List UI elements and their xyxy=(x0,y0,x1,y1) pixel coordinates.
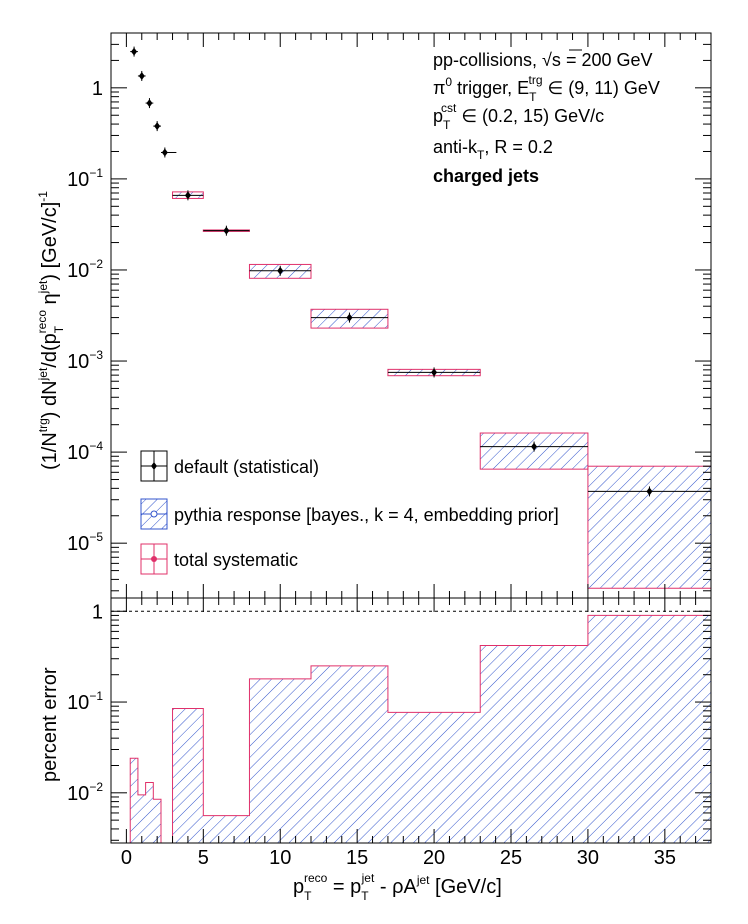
legend-label-default: default (statistical) xyxy=(174,457,319,477)
y-tick-label: 10−2 xyxy=(67,780,103,805)
error-bin-9 xyxy=(387,712,481,843)
annotation-constituents: pTcst ∈ (0.2, 15) GeV/c xyxy=(433,101,604,132)
x-tick-label: 25 xyxy=(500,847,522,869)
y-tick-label: 10−4 xyxy=(67,439,103,464)
y-tick-label: 10−2 xyxy=(67,257,103,282)
legend-marker-diamond xyxy=(151,462,157,470)
y-tick-label: 10−3 xyxy=(67,348,103,373)
legend-item-pythia: pythia response [bayes., k = 4, embeddin… xyxy=(140,498,559,530)
error-bin-5 xyxy=(172,708,204,843)
data-point-2 xyxy=(146,99,153,108)
data-point-10 xyxy=(531,442,538,451)
legend-marker-circle xyxy=(150,510,158,518)
data-point-3 xyxy=(154,122,161,131)
data-point-0 xyxy=(131,47,138,56)
top-panel: 1 10−1 10−2 10−3 10−4 10−5 pp-collisions, √s … xyxy=(35,32,712,599)
top-y-axis-title: (1/Ntrg) dNjet/d(pTreco ηjet) [GeV/c]-1 xyxy=(35,191,66,470)
y-tick-label: 1 xyxy=(92,601,103,623)
legend-item-systematic: total systematic xyxy=(140,543,298,575)
x-axis-title: pTreco = pTjet - ρAjet [GeV/c] xyxy=(293,871,502,903)
x-tick-label: 10 xyxy=(269,847,291,869)
data-point-9 xyxy=(431,368,438,377)
top-y-axis: 1 10−1 10−2 10−3 10−4 10−5 xyxy=(67,32,711,592)
default-statistical-points xyxy=(130,46,711,497)
error-bin-7 xyxy=(249,678,311,843)
legend: default (statistical) pythia response [b… xyxy=(140,450,559,575)
annotation-jet-type: charged jets xyxy=(433,166,539,186)
error-bin-6 xyxy=(203,815,250,843)
top-x-ticks xyxy=(110,33,712,598)
error-bin-2 xyxy=(145,782,154,843)
data-point-11 xyxy=(646,487,653,496)
bottom-panel: 1 10−1 10−2 0 5 10 15 20 25 30 35 percent error p… xyxy=(39,597,712,903)
data-point-7 xyxy=(277,266,284,275)
y-tick-label: 10−1 xyxy=(67,689,103,714)
pythia-response-band xyxy=(172,191,711,589)
pythia-band-6 xyxy=(587,466,711,589)
data-point-6 xyxy=(223,226,230,235)
error-bin-1 xyxy=(137,794,146,843)
systematic-box-2 xyxy=(248,263,312,279)
error-bin-0 xyxy=(130,758,138,843)
x-axis: 0 5 10 15 20 25 30 35 xyxy=(110,598,712,869)
x-tick-label: 0 xyxy=(121,847,132,869)
bottom-y-axis-title: percent error xyxy=(39,667,61,782)
annotation-trigger: π0 trigger, ETtrg ∈ (9, 11) GeV xyxy=(433,73,660,104)
bottom-y-axis: 1 10−1 10−2 xyxy=(67,601,711,841)
legend-label-systematic: total systematic xyxy=(174,550,298,570)
x-tick-label: 5 xyxy=(198,847,209,869)
legend-label-pythia: pythia response [bayes., k = 4, embeddin… xyxy=(174,505,559,525)
percent-error-histogram xyxy=(129,614,711,843)
bottom-frame xyxy=(110,597,712,844)
legend-item-default: default (statistical) xyxy=(140,450,319,482)
x-tick-label: 30 xyxy=(577,847,599,869)
annotation-algorithm: anti-kT, R = 0.2 xyxy=(433,137,553,162)
legend-marker-sys xyxy=(151,556,157,562)
error-outline xyxy=(129,614,711,843)
data-point-4 xyxy=(161,148,168,157)
data-point-1 xyxy=(138,71,145,80)
annotation-collisions: pp-collisions, √s = 200 GeV xyxy=(433,50,653,70)
systematic-box-3 xyxy=(310,308,389,329)
y-tick-label: 10−5 xyxy=(67,530,103,555)
error-bin-10 xyxy=(480,645,588,843)
y-tick-label: 10−1 xyxy=(67,166,103,191)
data-point-8 xyxy=(346,313,353,322)
x-tick-label: 20 xyxy=(423,847,445,869)
x-tick-label: 35 xyxy=(654,847,676,869)
systematic-box-6 xyxy=(587,465,711,589)
x-tick-label: 15 xyxy=(346,847,368,869)
error-bin-8 xyxy=(311,665,388,843)
error-bin-3 xyxy=(153,799,161,843)
y-tick-label: 1 xyxy=(92,78,103,100)
data-point-5 xyxy=(184,191,191,200)
systematic-box-5 xyxy=(479,432,589,470)
error-bin-11 xyxy=(587,615,711,843)
